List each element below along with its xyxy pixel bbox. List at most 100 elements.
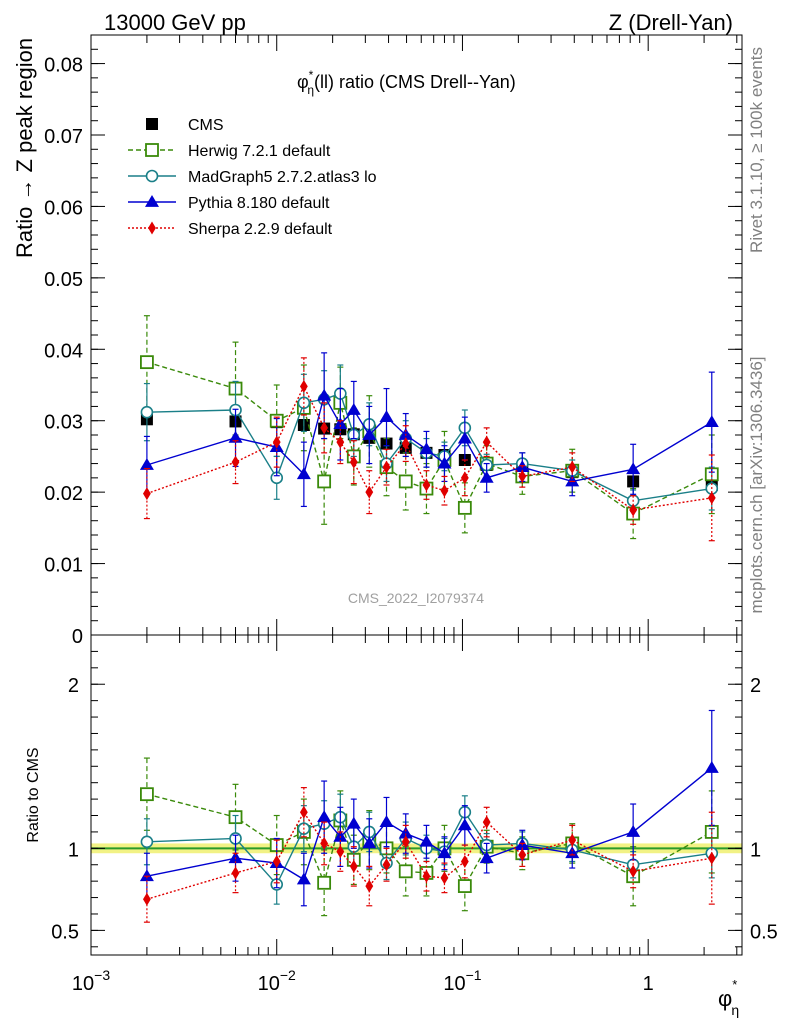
- data-point: [317, 474, 332, 489]
- data-point: [139, 458, 154, 470]
- data-point: [231, 866, 240, 880]
- main-y-tick-label: 0.02: [44, 483, 83, 505]
- legend-label: Pythia 8.180 default: [188, 195, 330, 212]
- data-point: [479, 851, 494, 864]
- data-point: [379, 815, 394, 827]
- data-point: [140, 787, 154, 802]
- data-point: [228, 430, 243, 443]
- data-point: [457, 879, 472, 893]
- series-line-sherpa-2-2-9-default: [146, 384, 712, 511]
- data-point: [333, 829, 348, 842]
- data-point: [479, 470, 494, 483]
- data-point: [140, 835, 154, 849]
- main-y-tick-label: 0.07: [44, 126, 83, 148]
- data-point: [457, 818, 472, 831]
- main-title: φ* η(ll) ratio (CMS Drell--Yan): [297, 68, 516, 97]
- data-point: [365, 485, 374, 499]
- main-x-axis: [90, 35, 738, 635]
- x-axis-label: φ* η: [718, 977, 739, 1018]
- data-point: [317, 388, 332, 401]
- data-point: [333, 417, 348, 430]
- legend-marker: [146, 118, 158, 130]
- main-y-tick-label: 0: [72, 626, 83, 648]
- legend-label: Sherpa 2.2.9 default: [188, 221, 333, 238]
- data-point: [362, 428, 377, 440]
- data-point: [299, 379, 308, 393]
- data-point: [140, 355, 154, 370]
- mcplots-label: mcplots.cern.ch [arXiv:1306.3436]: [747, 356, 766, 613]
- legend-marker: [145, 169, 159, 183]
- data-point: [419, 442, 434, 455]
- ratio-y-tick-label-right: 2: [750, 675, 761, 697]
- ratio-y-tick-label-right: 0.5: [750, 921, 778, 943]
- data-point: [346, 403, 361, 415]
- main-y-tick-label: 0.08: [44, 55, 83, 77]
- data-point: [349, 859, 358, 873]
- data-point: [629, 503, 638, 517]
- data-point: [401, 437, 410, 451]
- main-y-axis-label: Ratio → Z peak region: [12, 38, 37, 258]
- data-point: [317, 875, 332, 890]
- main-panel: 0 0.01 0.02 0.03 0.04 0.05 0.06 0.07 0.08 φ* η(ll…: [12, 34, 743, 648]
- data-point: [336, 435, 345, 449]
- main-y-tick-label: 0.06: [44, 197, 83, 219]
- data-point: [568, 460, 577, 474]
- legend-marker: [145, 195, 159, 207]
- legend-item-herwig-7-2-1-default: Herwig 7.2.1 default: [128, 143, 331, 160]
- legend-label: MadGraph5 2.7.2.atlas3 lo: [188, 169, 377, 186]
- data-point: [482, 435, 491, 449]
- data-point: [140, 405, 154, 419]
- data-point: [320, 421, 329, 435]
- data-point: [139, 869, 154, 882]
- main-series-layer: [139, 315, 719, 542]
- series-sherpa-2-2-9-default: [143, 357, 716, 542]
- legend-item-cms: CMS: [146, 117, 224, 134]
- analysis-watermark: CMS_2022_I2079374: [348, 590, 484, 606]
- legend-item-madgraph5-2-7-2-atlas3-lo: MadGraph5 2.7.2.atlas3 lo: [128, 169, 377, 186]
- legend-item-pythia-8-180-default: Pythia 8.180 default: [128, 195, 330, 212]
- data-point: [707, 491, 716, 505]
- data-point: [704, 760, 719, 773]
- legend: CMS Herwig 7.2.1 default MadGraph5 2.7.2.a…: [128, 117, 377, 238]
- data-point: [518, 469, 527, 483]
- data-point: [401, 835, 410, 849]
- x-tick-label: 1: [643, 973, 654, 995]
- x-tick-label: 10−3: [72, 967, 110, 995]
- ratio-x-axis: 10−3 10−2 10−1 1: [72, 635, 738, 995]
- data-point: [346, 816, 361, 829]
- data-point: [382, 460, 391, 474]
- data-point: [299, 805, 308, 819]
- data-point: [317, 810, 332, 823]
- series-line-pythia-8-180-default: [146, 767, 713, 881]
- data-point: [419, 834, 434, 847]
- data-point: [336, 845, 345, 859]
- data-point: [422, 869, 431, 883]
- data-point: [704, 415, 719, 428]
- ratio-series-layer: [139, 709, 719, 923]
- ratio-y-axis-label: Ratio to CMS: [25, 747, 42, 842]
- main-y-tick-label: 0.01: [44, 555, 83, 577]
- data-point: [398, 474, 413, 489]
- data-point: [437, 846, 452, 859]
- data-point: [440, 871, 449, 885]
- series-sherpa-2-2-9-default: [143, 787, 716, 923]
- header-energy-label: 13000 GeV pp: [104, 10, 246, 35]
- main-y-tick-label: 0.04: [44, 340, 83, 362]
- data-point: [422, 478, 431, 492]
- data-point: [272, 435, 281, 449]
- data-point: [460, 471, 469, 485]
- ratio-y-axis: 0.5 0.5 1 1 2 2: [51, 650, 778, 948]
- data-point: [568, 833, 577, 847]
- legend-marker: [145, 143, 159, 157]
- data-point: [565, 846, 580, 859]
- x-tick-label: 10−1: [443, 967, 481, 995]
- legend-item-sherpa-2-2-9-default: Sherpa 2.2.9 default: [128, 221, 333, 238]
- legend-label: Herwig 7.2.1 default: [188, 143, 331, 160]
- data-point: [296, 872, 311, 885]
- data-point: [143, 892, 151, 906]
- ratio-panel: 0.5 0.5 1 1 2 2 10−3 10−2 10−1 1 Ratio to CMS φ*…: [25, 634, 778, 1018]
- main-y-tick-label: 0.03: [44, 412, 83, 434]
- series-line-madgraph5-2-7-2-atlas3-lo: [146, 392, 712, 502]
- x-tick-label: 10−2: [258, 967, 296, 995]
